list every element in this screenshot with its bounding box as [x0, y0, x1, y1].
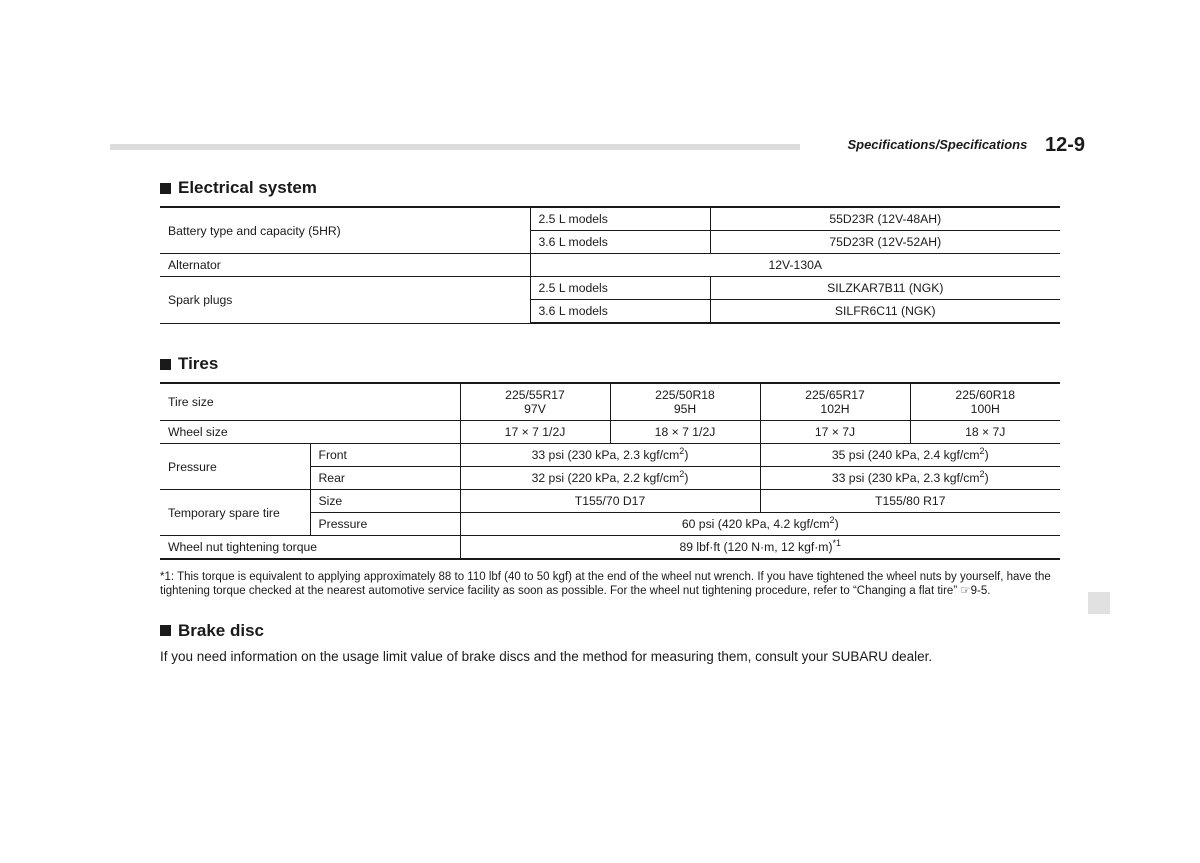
square-bullet-icon	[160, 625, 171, 636]
section-title-electrical: Electrical system	[160, 178, 1085, 198]
alternator-label: Alternator	[160, 254, 530, 277]
section-title-brake: Brake disc	[160, 621, 1085, 641]
tires-table: Tire size 225/55R1797V 225/50R1895H 225/…	[160, 382, 1060, 560]
wheel-size-3: 17 × 7J	[760, 421, 910, 444]
page-header: Specifications/Specifications 12-9	[847, 132, 1085, 155]
tire-size-1: 225/55R1797V	[460, 383, 610, 421]
tire-size-2: 225/50R1895H	[610, 383, 760, 421]
pressure-label: Pressure	[160, 444, 310, 490]
spare-size-b: T155/80 R17	[760, 490, 1060, 513]
pressure-rear-a: 32 psi (220 kPa, 2.2 kgf/cm2)	[460, 467, 760, 490]
battery-25-value: 55D23R (12V-48AH)	[710, 207, 1060, 231]
tires-footnote: *1: This torque is equivalent to applyin…	[160, 570, 1060, 599]
spare-label: Temporary spare tire	[160, 490, 310, 536]
nut-value: 89 lbf·ft (120 N·m, 12 kgf·m)*1	[460, 536, 1060, 560]
spare-pressure: 60 psi (420 kPa, 4.2 kgf/cm2)	[460, 513, 1060, 536]
square-bullet-icon	[160, 183, 171, 194]
section-title-text: Brake disc	[178, 621, 264, 641]
square-bullet-icon	[160, 359, 171, 370]
pressure-front-b: 35 psi (240 kPa, 2.4 kgf/cm2)	[760, 444, 1060, 467]
reference-arrow-icon: ☞	[960, 585, 970, 597]
pressure-rear-b: 33 psi (230 kPa, 2.3 kgf/cm2)	[760, 467, 1060, 490]
footnote-body: This torque is equivalent to applying ap…	[160, 571, 1051, 597]
page-number: 12-9	[1045, 134, 1085, 156]
tire-size-4: 225/60R18100H	[910, 383, 1060, 421]
spark-36-model: 3.6 L models	[530, 300, 710, 324]
section-title-tires: Tires	[160, 354, 1085, 374]
footnote-ref: 9-5.	[971, 585, 991, 597]
breadcrumb: Specifications/Specifications	[847, 137, 1027, 152]
battery-25-model: 2.5 L models	[530, 207, 710, 231]
footnote-lead: *1:	[160, 571, 177, 583]
electrical-table: Battery type and capacity (5HR) 2.5 L mo…	[160, 206, 1060, 324]
battery-36-model: 3.6 L models	[530, 231, 710, 254]
spark-36-value: SILFR6C11 (NGK)	[710, 300, 1060, 324]
nut-label: Wheel nut tightening torque	[160, 536, 460, 560]
tire-size-label: Tire size	[160, 383, 460, 421]
spark-label: Spark plugs	[160, 277, 530, 324]
header-rule	[110, 144, 800, 150]
spare-pressure-label: Pressure	[310, 513, 460, 536]
spark-25-model: 2.5 L models	[530, 277, 710, 300]
spare-size-a: T155/70 D17	[460, 490, 760, 513]
wheel-size-label: Wheel size	[160, 421, 460, 444]
wheel-size-2: 18 × 7 1/2J	[610, 421, 760, 444]
section-title-text: Tires	[178, 354, 218, 374]
wheel-size-1: 17 × 7 1/2J	[460, 421, 610, 444]
rear-label: Rear	[310, 467, 460, 490]
brake-body: If you need information on the usage lim…	[160, 649, 1060, 664]
wheel-size-4: 18 × 7J	[910, 421, 1060, 444]
alternator-value: 12V-130A	[530, 254, 1060, 277]
spare-size-label: Size	[310, 490, 460, 513]
tire-size-3: 225/65R17102H	[760, 383, 910, 421]
battery-36-value: 75D23R (12V-52AH)	[710, 231, 1060, 254]
spark-25-value: SILZKAR7B11 (NGK)	[710, 277, 1060, 300]
side-tab	[1088, 592, 1110, 614]
front-label: Front	[310, 444, 460, 467]
section-title-text: Electrical system	[178, 178, 317, 198]
battery-label: Battery type and capacity (5HR)	[160, 207, 530, 254]
pressure-front-a: 33 psi (230 kPa, 2.3 kgf/cm2)	[460, 444, 760, 467]
